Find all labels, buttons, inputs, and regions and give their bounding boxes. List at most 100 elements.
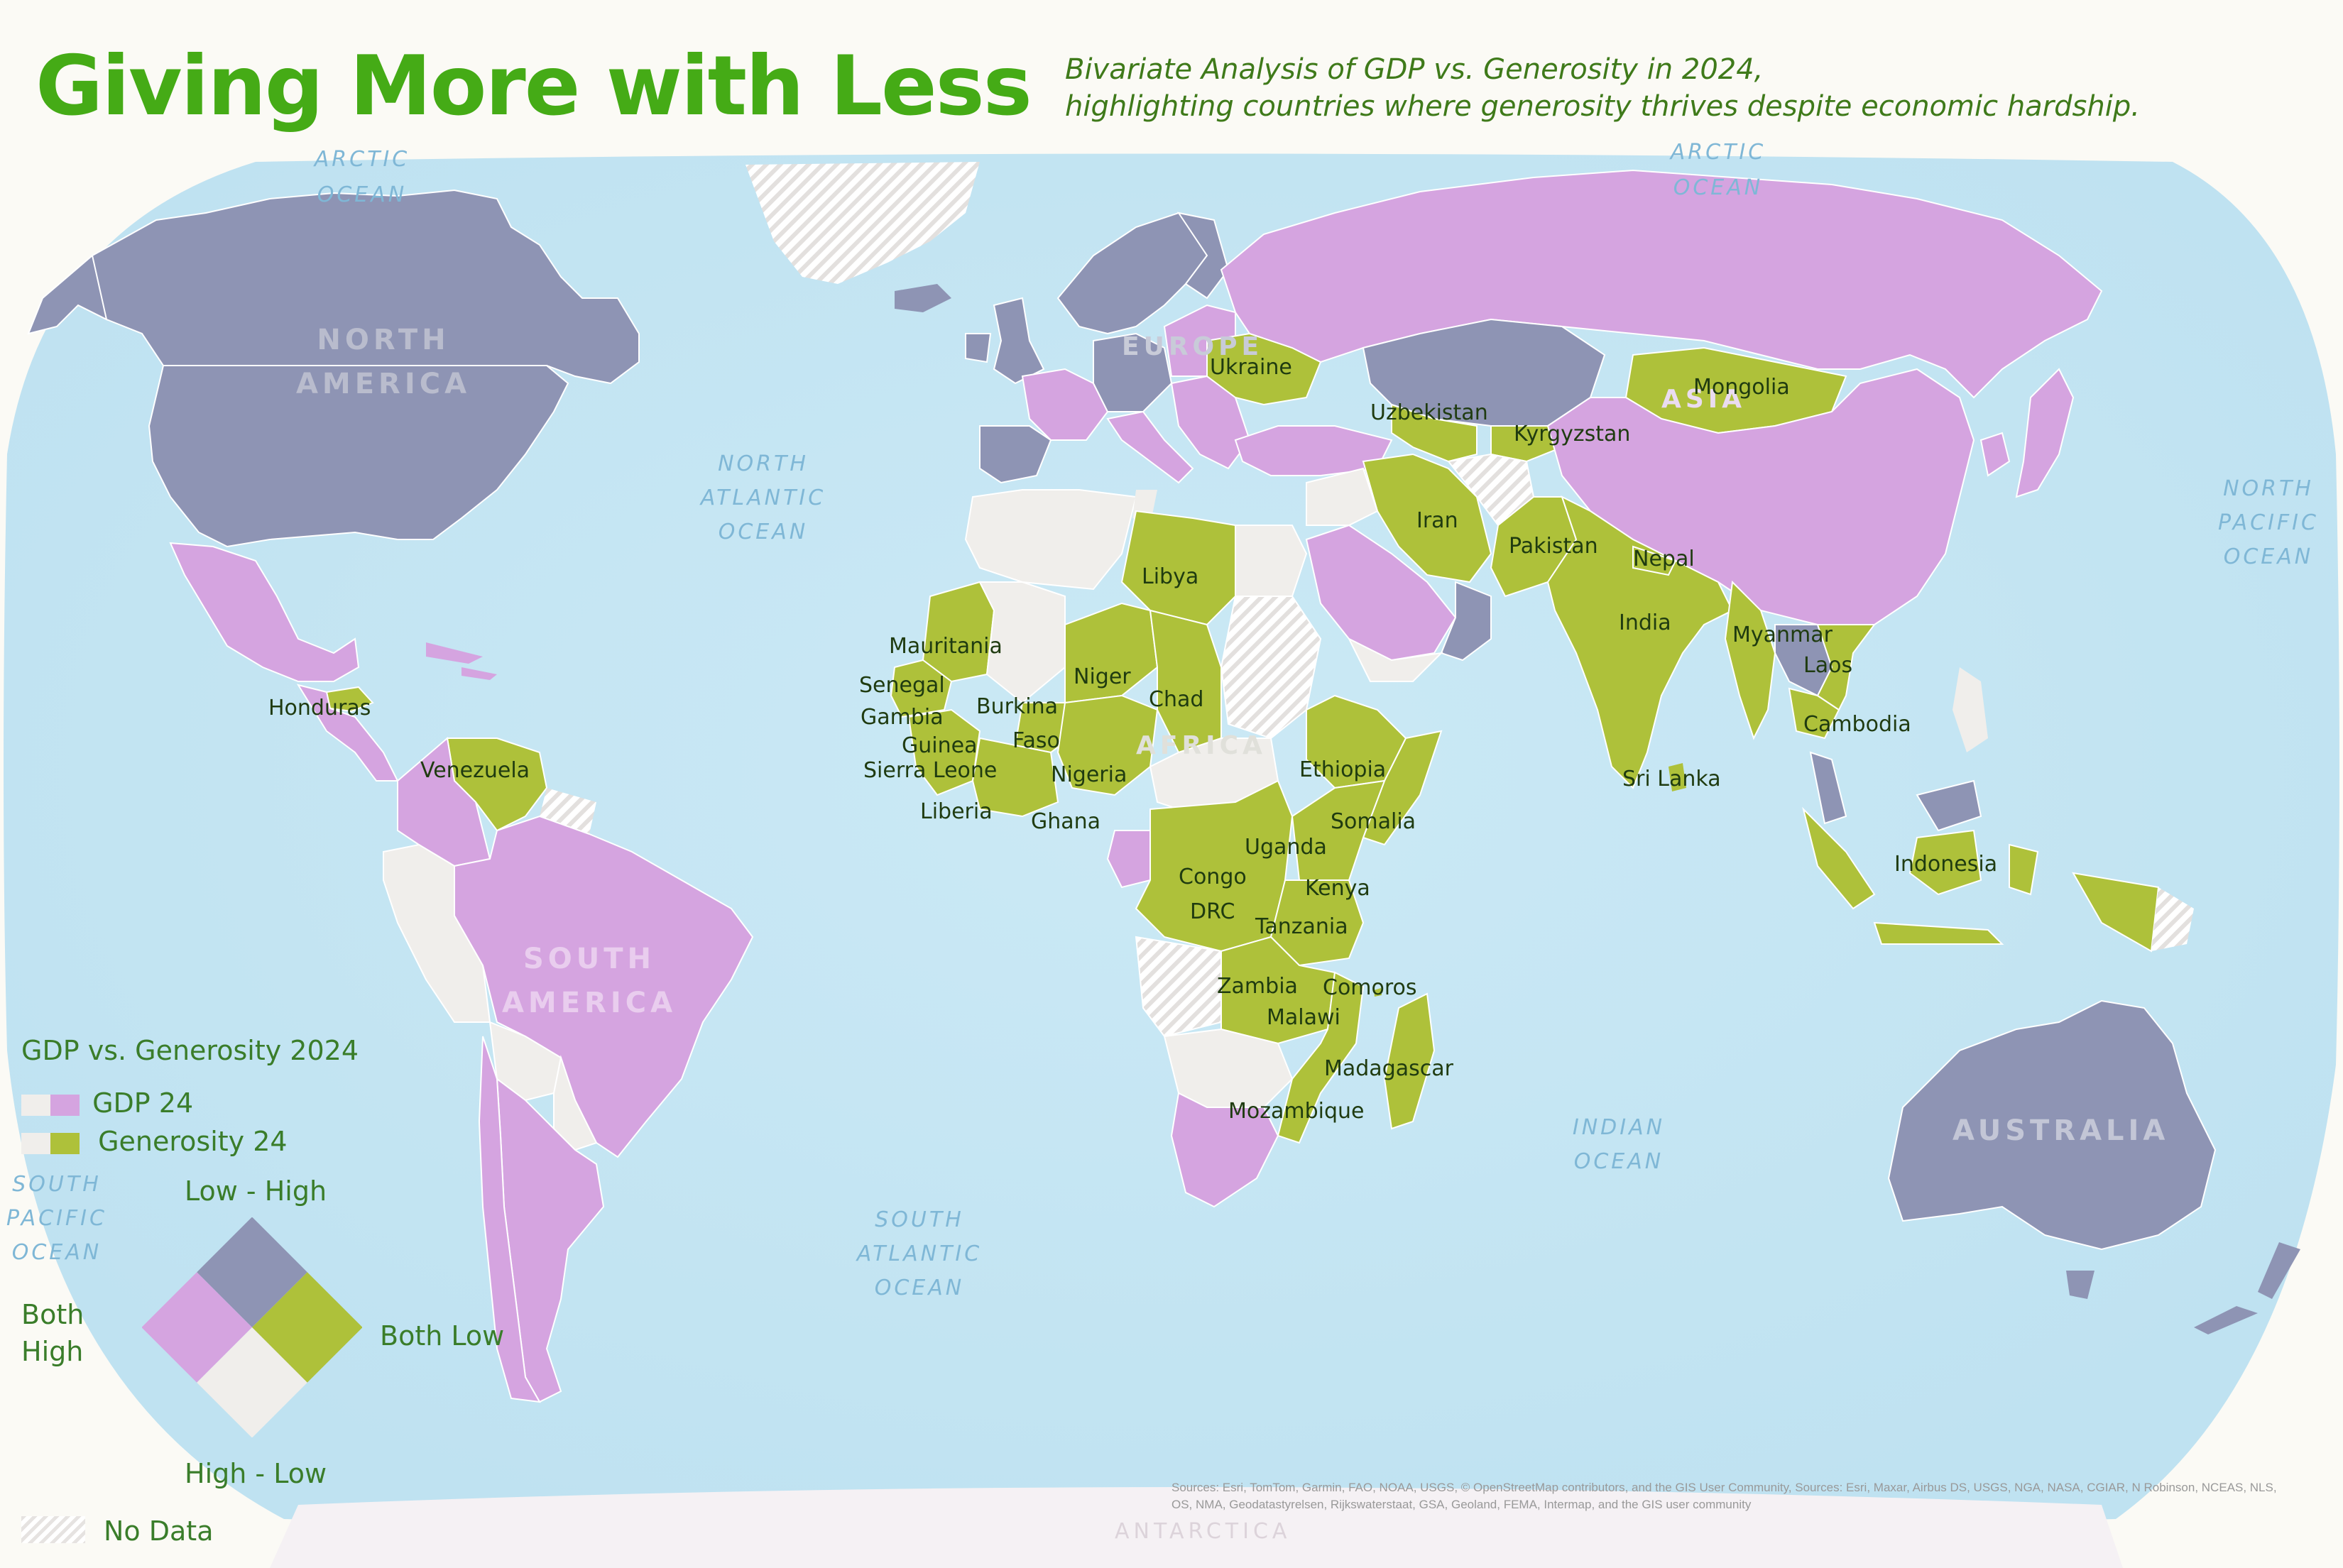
ocean-label-line: NORTH	[2223, 476, 2314, 501]
label-faso: Faso	[1012, 728, 1060, 753]
country-italy	[1106, 410, 1194, 484]
ocean-label-north-pacific: NORTH PACIFIC OCEAN	[2194, 472, 2343, 574]
ocean-label-south-pacific: SOUTH PACIFIC OCEAN	[0, 1168, 114, 1270]
country-angola	[1135, 936, 1222, 1038]
bivariate-legend-diamond	[142, 1217, 362, 1437]
country-usa	[148, 365, 569, 548]
label-myanmar: Myanmar	[1732, 623, 1833, 647]
country-new-zealand	[2194, 1242, 2300, 1334]
country-iran	[1362, 453, 1492, 583]
country-finland	[1176, 212, 1230, 300]
country-australia	[1887, 999, 2217, 1251]
label-india: India	[1619, 610, 1671, 635]
ocean-label-line: SOUTH	[875, 1207, 964, 1232]
legend-label-both-low: Both Low	[380, 1320, 505, 1352]
country-brazil	[454, 815, 754, 1158]
country-cambodia	[1788, 687, 1840, 740]
continent-label-line: AMERICA	[295, 368, 471, 400]
continent-label-line: NORTH	[317, 324, 450, 356]
legend-row-gdp: GDP 24	[21, 1087, 193, 1119]
subtitle-line-2: highlighting countries where generosity …	[1065, 90, 2140, 123]
caribbean	[426, 642, 497, 680]
country-mozambique	[1277, 971, 1365, 1144]
continent-label-australia: AUSTRALIA	[1952, 1114, 2170, 1147]
label-madagascar: Madagascar	[1324, 1056, 1453, 1081]
legend-cell-both-high	[197, 1217, 307, 1327]
label-kenya: Kenya	[1305, 876, 1370, 901]
ocean-label-line: PACIFIC	[2218, 510, 2319, 535]
label-ukraine: Ukraine	[1210, 355, 1292, 380]
country-ghana-ivory	[971, 737, 1059, 818]
legend-cell-both-low	[197, 1327, 307, 1437]
legend-label-low-high: Low - High	[185, 1175, 327, 1207]
continent-label-africa: AFRICA	[1136, 731, 1267, 760]
label-nepal: Nepal	[1633, 547, 1695, 571]
label-zambia: Zambia	[1217, 974, 1298, 999]
country-mali	[978, 581, 1066, 704]
ocean-label-line: SOUTH	[12, 1172, 102, 1197]
label-libya: Libya	[1142, 564, 1199, 589]
greenland	[746, 162, 980, 284]
country-malaysia	[1809, 751, 1982, 832]
label-sierra-leone: Sierra Leone	[863, 758, 998, 783]
ocean-label-line: OCEAN	[874, 1276, 965, 1300]
label-somalia: Somalia	[1331, 809, 1416, 834]
ocean-label-line: PACIFIC	[6, 1206, 107, 1231]
antarctica-ice	[270, 1487, 2123, 1568]
label-ghana: Ghana	[1031, 809, 1101, 834]
ocean-label-line: OCEAN	[718, 520, 809, 544]
label-niger: Niger	[1074, 664, 1131, 689]
legend-label-both-high-line2: High	[21, 1336, 84, 1367]
country-morocco-algeria	[964, 489, 1137, 591]
ocean-label-north-atlantic: NORTH ATLANTIC OCEAN	[682, 447, 845, 549]
label-honduras: Honduras	[268, 696, 371, 720]
ocean-label-arctic-west: ARCTIC OCEAN	[312, 142, 412, 213]
legend-title: GDP vs. Generosity 2024	[21, 1035, 359, 1066]
country-nigeria	[1056, 694, 1159, 796]
country-kyrgyzstan	[1490, 425, 1563, 463]
country-myanmar	[1724, 580, 1776, 740]
legend-label-high-low: High - Low	[185, 1458, 327, 1489]
label-venezuela: Venezuela	[420, 758, 530, 783]
page-title: Giving More with Less	[36, 38, 1032, 134]
label-iran: Iran	[1416, 508, 1458, 533]
label-nigeria: Nigeria	[1051, 762, 1127, 787]
gdp-ramp-swatch	[21, 1094, 80, 1116]
country-sudan	[1220, 596, 1322, 740]
country-india	[1546, 495, 1734, 789]
label-comoros: Comoros	[1323, 975, 1417, 1000]
ocean-label-south-atlantic: SOUTH ATLANTIC OCEAN	[838, 1203, 1001, 1305]
country-canada	[62, 189, 640, 385]
country-korea-japan	[1979, 368, 2075, 498]
country-alaska	[27, 254, 108, 335]
label-malawi: Malawi	[1267, 1005, 1340, 1030]
ocean-label-line: OCEAN	[317, 182, 408, 207]
country-chile	[478, 1036, 541, 1403]
ocean-label-indian: INDIAN OCEAN	[1548, 1111, 1690, 1179]
central-america	[296, 684, 399, 782]
country-iceland	[895, 284, 951, 312]
ocean-label-line: OCEAN	[1673, 175, 1764, 200]
page-subtitle: Bivariate Analysis of GDP vs. Generosity…	[1065, 51, 2140, 125]
country-mexico	[169, 542, 360, 682]
label-gambia: Gambia	[861, 705, 944, 730]
subtitle-line-1: Bivariate Analysis of GDP vs. Generosity…	[1065, 53, 1764, 86]
ocean-label-line: NORTH	[718, 451, 809, 476]
legend-cell-low-high	[252, 1272, 362, 1383]
continent-label-asia: ASIA	[1661, 385, 1747, 414]
country-south-africa	[1170, 1092, 1279, 1208]
continent-label-north-america: NORTH AMERICA	[270, 318, 497, 406]
country-mauritania	[922, 581, 995, 683]
label-mozambique: Mozambique	[1228, 1099, 1365, 1124]
country-saudi-arabia	[1305, 524, 1457, 662]
label-mongolia: Mongolia	[1693, 375, 1790, 400]
country-nepal	[1632, 545, 1677, 576]
ocean-label-line: OCEAN	[11, 1240, 102, 1265]
country-senegal-gambia	[890, 659, 953, 718]
label-ethiopia: Ethiopia	[1299, 757, 1387, 782]
ocean-label-line: ARCTIC	[1670, 140, 1766, 165]
label-congo: Congo	[1179, 865, 1247, 889]
ocean-label-arctic-east: ARCTIC OCEAN	[1668, 135, 1768, 206]
